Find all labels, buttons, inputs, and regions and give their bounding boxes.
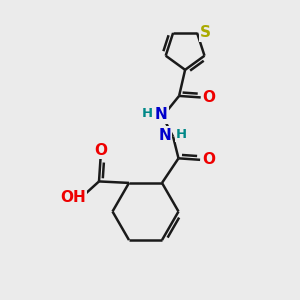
Text: OH: OH [60, 190, 86, 206]
Text: O: O [202, 152, 215, 167]
Text: O: O [94, 143, 107, 158]
Text: H: H [142, 107, 153, 120]
Text: O: O [202, 90, 216, 105]
Text: N: N [155, 107, 167, 122]
Text: H: H [176, 128, 187, 141]
Text: S: S [200, 26, 211, 40]
Text: N: N [158, 128, 171, 143]
